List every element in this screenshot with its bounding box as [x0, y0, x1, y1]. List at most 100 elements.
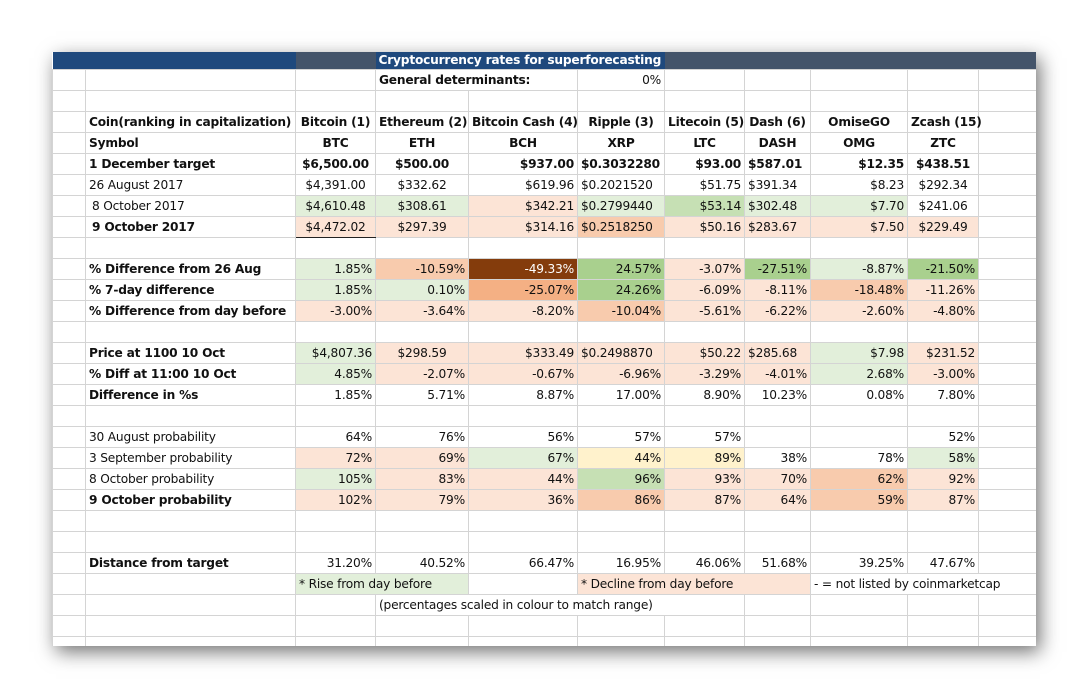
cell[interactable]	[810, 636, 909, 646]
data-cell[interactable]: 69%	[375, 447, 469, 469]
cell[interactable]	[52, 300, 86, 322]
data-cell[interactable]: $4,472.02	[295, 216, 376, 238]
data-cell[interactable]: -21.50%	[907, 258, 980, 280]
data-cell[interactable]: 92%	[907, 468, 980, 490]
data-cell[interactable]: -5.61%	[664, 300, 746, 322]
data-cell[interactable]: 31.20%	[295, 552, 376, 574]
cell[interactable]	[52, 573, 86, 595]
cell[interactable]	[907, 90, 980, 112]
data-cell[interactable]: 89%	[664, 447, 746, 469]
cell[interactable]	[744, 69, 812, 91]
cell[interactable]	[52, 552, 86, 574]
cell[interactable]	[375, 237, 469, 259]
row-label[interactable]: 9 October probability	[85, 489, 296, 511]
data-cell[interactable]: 79%	[375, 489, 469, 511]
data-cell[interactable]: $298.59	[375, 342, 469, 364]
cell[interactable]	[907, 52, 979, 70]
data-cell[interactable]: $285.68	[744, 342, 812, 364]
cell[interactable]	[295, 531, 376, 553]
coin-header-label[interactable]: Coin(ranking in capitalization)	[85, 111, 296, 133]
data-cell[interactable]: 8.90%	[664, 384, 746, 406]
cell[interactable]	[375, 321, 469, 343]
data-cell[interactable]: 17.00%	[576, 384, 666, 406]
cell[interactable]	[744, 636, 812, 646]
cell[interactable]	[295, 237, 376, 259]
cell[interactable]	[52, 69, 86, 91]
data-cell[interactable]: 62%	[810, 468, 909, 490]
cell[interactable]	[907, 531, 980, 553]
data-cell[interactable]: $7.70	[810, 195, 909, 217]
cell[interactable]	[295, 90, 376, 112]
data-cell[interactable]: $619.96	[468, 174, 578, 196]
data-cell[interactable]: $6,500.00	[295, 153, 376, 175]
cell[interactable]	[907, 594, 980, 616]
cell[interactable]	[978, 531, 1036, 553]
cell[interactable]	[978, 174, 1036, 196]
data-cell[interactable]: 0.10%	[375, 279, 469, 301]
coin-header[interactable]: Bitcoin (1)	[295, 111, 376, 133]
data-cell[interactable]: $51.75	[664, 174, 746, 196]
cell[interactable]	[978, 195, 1036, 217]
cell[interactable]	[52, 384, 86, 406]
data-cell[interactable]: -3.00%	[295, 300, 376, 322]
cell[interactable]	[978, 384, 1036, 406]
cell[interactable]	[375, 405, 469, 427]
cell[interactable]	[978, 69, 1036, 91]
cell[interactable]	[85, 594, 296, 616]
cell[interactable]	[295, 594, 376, 616]
data-cell[interactable]: 24.57%	[576, 258, 666, 280]
data-cell[interactable]: 87%	[664, 489, 746, 511]
row-label[interactable]: 3 September probability	[85, 447, 296, 469]
cell[interactable]	[52, 531, 86, 553]
data-cell[interactable]: 39.25%	[810, 552, 909, 574]
cell[interactable]	[85, 52, 296, 70]
data-cell[interactable]: -6.22%	[744, 300, 812, 322]
row-label[interactable]: % 7-day difference	[85, 279, 296, 301]
data-cell[interactable]: -11.26%	[907, 279, 980, 301]
cell[interactable]	[52, 510, 86, 532]
data-cell[interactable]: 57%	[664, 426, 746, 448]
data-cell[interactable]: 59%	[810, 489, 909, 511]
row-label[interactable]: 30 August probability	[85, 426, 296, 448]
data-cell[interactable]: 52%	[907, 426, 980, 448]
data-cell[interactable]: -0.67%	[468, 363, 578, 385]
cell[interactable]	[810, 237, 909, 259]
data-cell[interactable]: 1.85%	[295, 384, 376, 406]
cell[interactable]	[907, 615, 980, 637]
cell[interactable]	[52, 237, 86, 259]
row-label[interactable]: 9 October 2017	[85, 216, 296, 238]
symbol-cell[interactable]: LTC	[664, 132, 746, 154]
data-cell[interactable]: -8.87%	[810, 258, 909, 280]
data-cell[interactable]: $0.3032280	[576, 153, 666, 175]
cell[interactable]	[978, 111, 1036, 133]
data-cell[interactable]: -8.20%	[468, 300, 578, 322]
cell[interactable]	[978, 615, 1036, 637]
data-cell[interactable]: 70%	[744, 468, 812, 490]
cell[interactable]	[978, 300, 1036, 322]
scale-note[interactable]: (percentages scaled in colour to match r…	[374, 594, 746, 616]
legend-decline[interactable]: * Decline from day before	[576, 573, 812, 595]
cell[interactable]	[468, 510, 578, 532]
cell[interactable]	[744, 321, 812, 343]
cell[interactable]	[810, 531, 909, 553]
data-cell[interactable]: $314.16	[468, 216, 578, 238]
cell[interactable]	[978, 363, 1036, 385]
cell[interactable]	[664, 237, 746, 259]
data-cell[interactable]: 16.95%	[576, 552, 666, 574]
cell[interactable]	[295, 52, 376, 70]
data-cell[interactable]: 56%	[468, 426, 578, 448]
data-cell[interactable]: 24.26%	[576, 279, 666, 301]
cell[interactable]	[978, 153, 1036, 175]
row-label[interactable]: 26 August 2017	[85, 174, 296, 196]
data-cell[interactable]: 38%	[744, 447, 812, 469]
cell[interactable]	[907, 636, 980, 646]
cell[interactable]	[468, 237, 578, 259]
cell[interactable]	[744, 531, 812, 553]
data-cell[interactable]: -3.64%	[375, 300, 469, 322]
data-cell[interactable]: $587.01	[744, 153, 812, 175]
cell[interactable]	[375, 531, 469, 553]
cell[interactable]	[978, 426, 1036, 448]
cell[interactable]	[576, 531, 666, 553]
cell[interactable]	[810, 510, 909, 532]
cell[interactable]	[468, 405, 578, 427]
